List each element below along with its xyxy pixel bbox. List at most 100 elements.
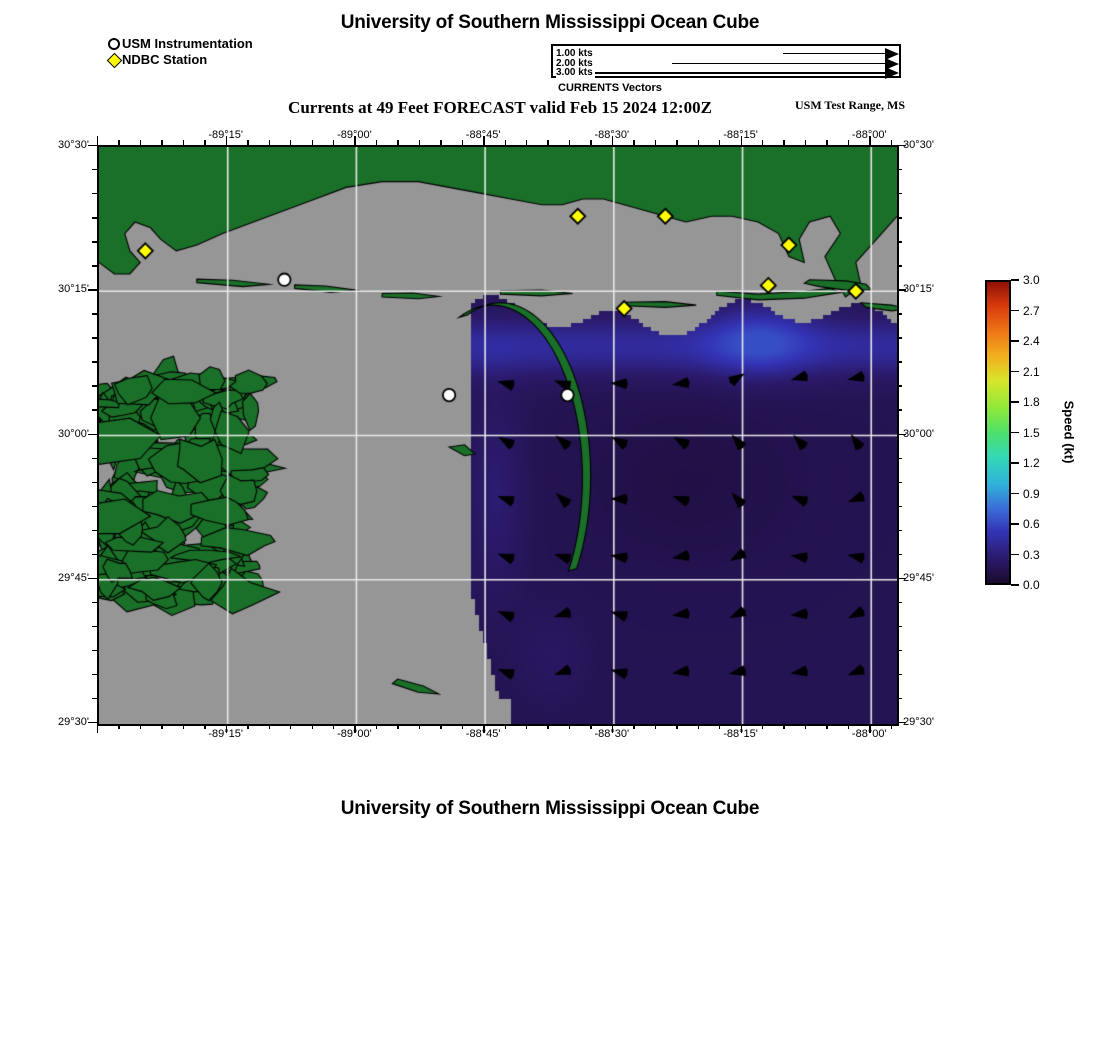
axis-tick	[897, 505, 902, 508]
axis-tick	[92, 673, 97, 676]
colorbar-tick-label: 1.8	[1023, 395, 1040, 409]
colorbar-tick-label: 0.3	[1023, 547, 1040, 562]
map-canvas	[99, 147, 897, 724]
x-axis-tick-label: -89°15'	[208, 129, 244, 141]
axis-tick	[897, 601, 902, 604]
x-axis-tick-label: -88°00'	[851, 129, 887, 141]
axis-tick	[118, 724, 120, 729]
colorbar-tick	[1011, 401, 1019, 403]
x-axis-tick-label: -89°15'	[208, 728, 244, 740]
axis-tick	[526, 140, 528, 145]
legend-label-usm: USM Instrumentation	[122, 36, 253, 51]
axis-tick	[440, 140, 442, 145]
axis-tick	[397, 140, 399, 145]
vector-legend-arrowhead	[885, 67, 899, 80]
axis-tick	[354, 136, 356, 145]
axis-tick	[88, 145, 97, 147]
test-range-label: USM Test Range, MS	[794, 98, 905, 112]
axis-tick	[740, 136, 742, 145]
y-axis-tick-label: 29°30'	[58, 716, 89, 728]
axis-tick	[92, 193, 97, 195]
colorbar-tick-label: 3.0	[1023, 273, 1040, 287]
axis-tick	[897, 649, 902, 652]
y-axis-tick-label: 30°30'	[903, 139, 934, 151]
x-axis-tick-label: -88°30'	[594, 129, 630, 141]
x-axis-tick-label: -88°15'	[723, 728, 758, 740]
axis-tick	[890, 140, 893, 145]
axis-tick	[526, 724, 528, 729]
colorbar-tick	[1011, 462, 1019, 464]
axis-tick	[897, 529, 902, 532]
vector-legend-line	[672, 62, 887, 64]
axis-tick	[139, 724, 142, 729]
axis-tick	[461, 140, 464, 145]
vector-legend-caption: CURRENTS Vectors	[558, 82, 662, 94]
axis-tick	[247, 140, 249, 145]
colorbar-tick-label: 2.7	[1023, 303, 1040, 318]
x-axis-tick-label: -89°00'	[337, 129, 372, 141]
axis-tick	[139, 140, 142, 145]
y-axis-tick-label: 30°00'	[58, 427, 89, 440]
axis-tick	[869, 136, 871, 145]
axis-tick	[92, 481, 97, 483]
axis-tick	[440, 724, 442, 729]
axis-tick	[697, 140, 700, 145]
axis-tick	[161, 724, 163, 729]
colorbar-tick	[1011, 309, 1019, 312]
axis-tick	[461, 724, 464, 729]
axis-tick	[268, 140, 270, 145]
axis-tick	[92, 457, 97, 459]
vector-legend-row: 1.00 kts	[553, 48, 899, 60]
axis-tick	[897, 313, 902, 315]
page-title: University of Southern Mississippi Ocean…	[340, 12, 760, 33]
axis-tick	[332, 724, 335, 729]
axis-tick	[783, 724, 785, 729]
axis-tick	[92, 529, 97, 532]
axis-tick	[897, 697, 902, 700]
axis-tick	[483, 724, 485, 733]
axis-tick	[897, 481, 902, 483]
x-axis-tick-label: -88°00'	[851, 728, 887, 740]
axis-tick	[354, 724, 356, 733]
axis-tick	[88, 433, 97, 435]
axis-tick	[332, 140, 335, 145]
axis-tick	[897, 722, 906, 724]
colorbar-tick-label: 1.2	[1023, 456, 1040, 470]
axis-tick	[225, 724, 228, 733]
axis-tick	[897, 169, 902, 171]
axis-tick	[182, 724, 185, 729]
vector-legend-arrowhead	[885, 57, 899, 70]
colorbar-tick-label: 0.9	[1023, 486, 1040, 501]
axis-tick	[504, 724, 506, 729]
colorbar-tick	[1011, 279, 1019, 281]
colorbar-tick	[1011, 431, 1019, 434]
colorbar-tick	[1011, 523, 1019, 525]
axis-tick	[161, 140, 163, 145]
axis-tick	[92, 337, 97, 339]
axis-tick	[418, 140, 421, 145]
axis-tick	[897, 409, 902, 411]
axis-tick	[897, 553, 902, 556]
vector-legend-row: 3.00 kts	[553, 67, 899, 80]
chart-subtitle: Currents at 49 Feet FORECAST valid Feb 1…	[288, 98, 712, 117]
axis-tick	[897, 265, 902, 267]
vector-legend-arrowhead	[885, 48, 899, 60]
axis-tick	[268, 724, 270, 729]
axis-tick	[897, 433, 906, 435]
vector-legend-label: 1.00 kts	[556, 48, 595, 59]
axis-tick	[897, 457, 902, 459]
map-plot-area[interactable]	[97, 145, 899, 726]
y-axis-tick-label: 30°15'	[903, 283, 934, 296]
vector-legend-line	[565, 72, 887, 74]
axis-tick	[847, 724, 850, 729]
axis-tick	[804, 140, 807, 145]
axis-tick	[92, 601, 97, 604]
axis-tick	[890, 724, 893, 729]
colorbar-tick-label: 0.6	[1023, 517, 1040, 531]
axis-tick	[590, 724, 592, 729]
axis-tick	[92, 697, 97, 700]
axis-tick	[92, 553, 97, 556]
axis-tick	[826, 724, 828, 729]
axis-tick	[568, 724, 571, 729]
axis-tick	[847, 140, 850, 145]
